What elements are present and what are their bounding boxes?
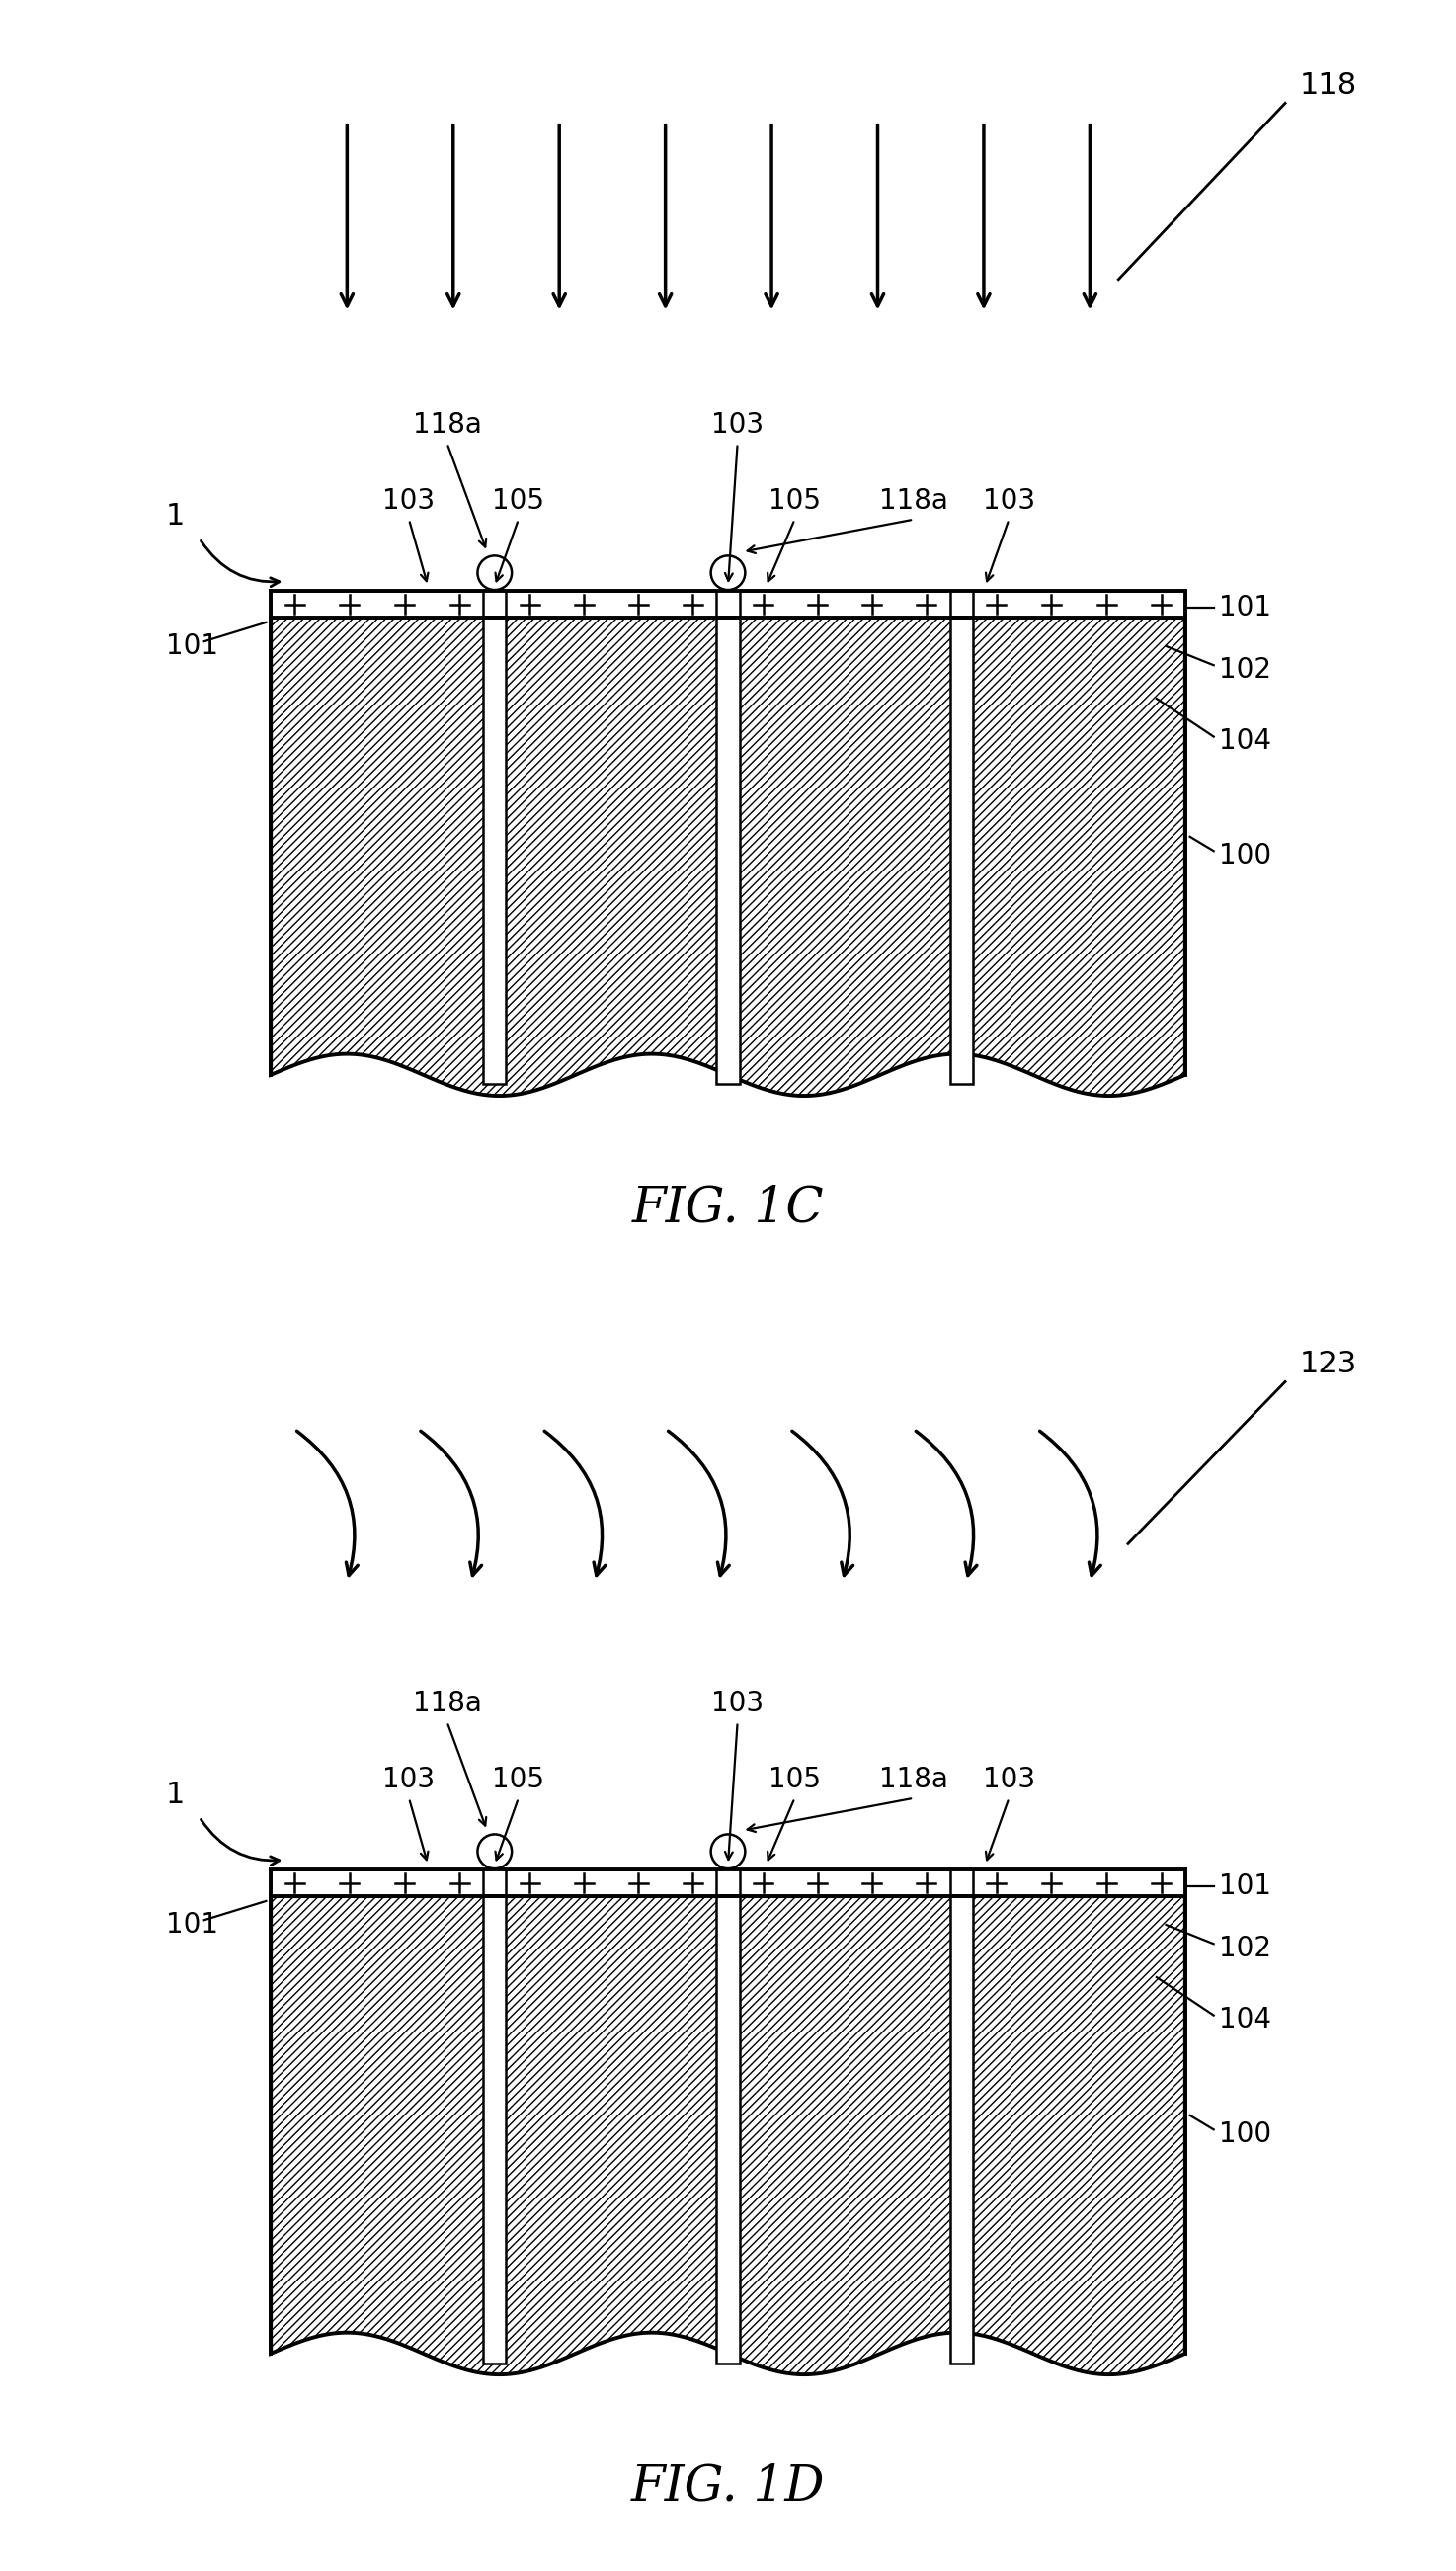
Circle shape bbox=[478, 1833, 513, 1869]
Polygon shape bbox=[716, 1897, 740, 2363]
Polygon shape bbox=[740, 1869, 949, 1897]
Circle shape bbox=[478, 555, 513, 589]
Text: 103: 103 bbox=[983, 486, 1035, 514]
Text: FIG. 1C: FIG. 1C bbox=[632, 1183, 824, 1232]
Circle shape bbox=[711, 1833, 745, 1869]
Polygon shape bbox=[483, 1897, 507, 2363]
Text: 118: 118 bbox=[1299, 72, 1357, 100]
Text: 118a: 118a bbox=[879, 486, 948, 514]
FancyArrowPatch shape bbox=[916, 1432, 977, 1576]
Polygon shape bbox=[949, 617, 973, 1085]
Text: 105: 105 bbox=[492, 486, 545, 514]
FancyArrowPatch shape bbox=[297, 1432, 358, 1576]
Text: 104: 104 bbox=[1219, 2005, 1271, 2034]
Polygon shape bbox=[507, 591, 716, 617]
Polygon shape bbox=[949, 1897, 973, 2363]
Text: 105: 105 bbox=[769, 1766, 821, 1795]
Text: 101: 101 bbox=[1219, 594, 1271, 622]
Text: 118a: 118a bbox=[879, 1766, 948, 1795]
Polygon shape bbox=[973, 591, 1185, 617]
Circle shape bbox=[711, 555, 745, 589]
Polygon shape bbox=[271, 591, 483, 617]
Text: 118a: 118a bbox=[412, 411, 482, 440]
Text: 1: 1 bbox=[166, 1779, 185, 1810]
Text: 104: 104 bbox=[1219, 728, 1271, 756]
Text: 105: 105 bbox=[769, 486, 821, 514]
Text: 101: 101 bbox=[166, 1910, 218, 1939]
Polygon shape bbox=[271, 1869, 483, 1897]
Text: 1: 1 bbox=[166, 501, 185, 530]
Polygon shape bbox=[740, 591, 949, 617]
Text: 100: 100 bbox=[1219, 2121, 1271, 2149]
Text: FIG. 1D: FIG. 1D bbox=[630, 2463, 826, 2512]
Polygon shape bbox=[483, 617, 507, 1085]
Text: 101: 101 bbox=[1219, 1872, 1271, 1900]
Polygon shape bbox=[271, 617, 1185, 1095]
FancyArrowPatch shape bbox=[668, 1432, 729, 1576]
Text: 101: 101 bbox=[166, 632, 218, 661]
Text: 100: 100 bbox=[1219, 841, 1271, 869]
FancyArrowPatch shape bbox=[1040, 1432, 1101, 1576]
Text: 103: 103 bbox=[383, 1766, 435, 1795]
Polygon shape bbox=[973, 1869, 1185, 1897]
Polygon shape bbox=[716, 617, 740, 1085]
Text: 123: 123 bbox=[1299, 1350, 1357, 1378]
Text: 103: 103 bbox=[983, 1766, 1035, 1795]
Text: 103: 103 bbox=[712, 1689, 764, 1717]
Text: 103: 103 bbox=[712, 411, 764, 440]
Text: 102: 102 bbox=[1219, 1936, 1271, 1962]
Polygon shape bbox=[271, 1897, 1185, 2376]
FancyArrowPatch shape bbox=[792, 1432, 853, 1576]
Text: 102: 102 bbox=[1219, 656, 1271, 684]
FancyArrowPatch shape bbox=[421, 1432, 482, 1576]
FancyArrowPatch shape bbox=[545, 1432, 606, 1576]
Polygon shape bbox=[507, 1869, 716, 1897]
Text: 118a: 118a bbox=[412, 1689, 482, 1717]
Text: 103: 103 bbox=[383, 486, 435, 514]
Text: 105: 105 bbox=[492, 1766, 545, 1795]
